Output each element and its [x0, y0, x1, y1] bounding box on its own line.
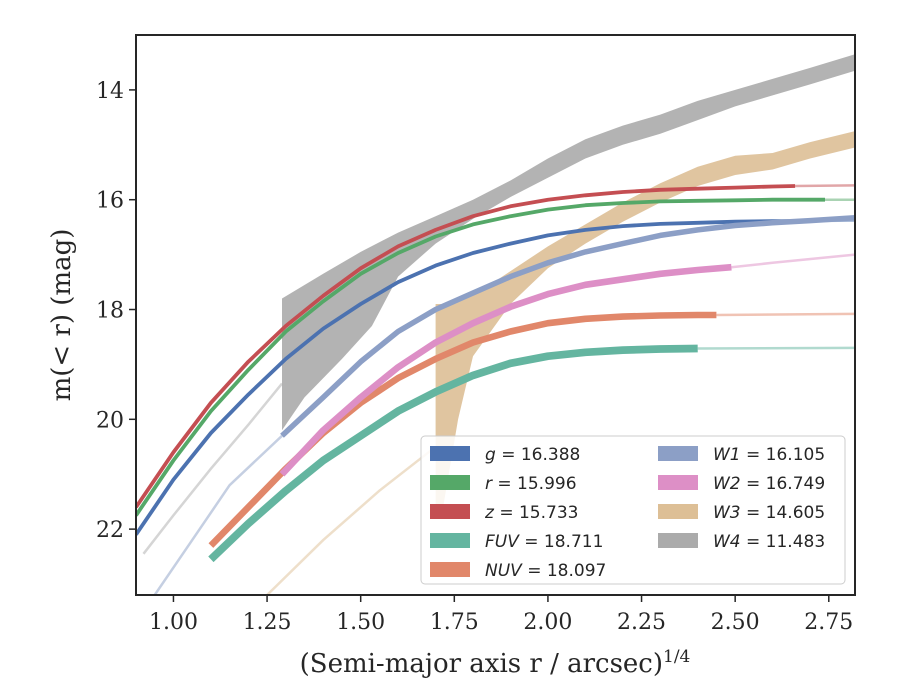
y-tick-label: 22: [96, 518, 124, 543]
series-w4-extension: [142, 382, 283, 555]
y-axis-label: m(< r) (mag): [47, 229, 77, 402]
legend-swatch: [658, 446, 698, 461]
series-fuv-line: [208, 344, 698, 563]
legend-label: NUV = 18.097: [485, 561, 606, 581]
x-tick-label: 1.00: [149, 610, 198, 635]
series-nuv-extension: [716, 312, 855, 317]
series-w2-line: [279, 263, 732, 477]
legend-swatch: [658, 504, 698, 519]
x-tick-label: 2.50: [711, 610, 760, 635]
series-w1-extension: [153, 434, 283, 595]
series-g-line: [136, 219, 792, 536]
x-axis: 1.00 1.25 1.50 1.75 2.00 2.25 2.50 2.75: [149, 595, 853, 635]
x-tick-label: 2.00: [523, 610, 572, 635]
y-tick-label: 20: [96, 408, 124, 433]
series-w3-band: [435, 131, 855, 508]
legend-swatch: [658, 475, 698, 490]
legend: g = 16.388 r = 15.996 z = 15.733 FUV = 18.7…: [420, 435, 846, 585]
x-tick-label: 1.25: [243, 610, 292, 635]
series-w4-band: [282, 54, 855, 431]
y-axis: 14 16 18 20 22: [96, 79, 136, 543]
legend-swatch: [430, 504, 470, 519]
legend-label: W2 = 16.749: [713, 474, 825, 494]
x-tick-label: 1.50: [336, 610, 385, 635]
series-z-line: [136, 184, 796, 509]
series-fuv-extension: [697, 346, 855, 350]
series-w2-extension: [731, 253, 855, 269]
series-z-extension: [795, 184, 855, 188]
legend-label: W4 = 11.483: [713, 532, 825, 552]
plot-area: [136, 54, 855, 595]
y-tick-label: 16: [96, 189, 124, 214]
legend-label: W1 = 16.105: [713, 445, 825, 465]
legend-label: FUV = 18.711: [485, 532, 603, 552]
x-tick-label: 1.75: [430, 610, 479, 635]
y-tick-label: 14: [96, 79, 124, 104]
x-tick-label: 2.25: [617, 610, 666, 635]
x-axis-label-text: (Semi-major axis r / arcsec): [300, 649, 663, 679]
legend-label: W3 = 14.605: [713, 503, 825, 523]
series-r-line: [136, 197, 825, 517]
legend-swatch: [430, 562, 470, 577]
legend-label: z = 15.733: [484, 503, 578, 523]
series-w3-extension: [266, 445, 437, 595]
legend-box: [420, 435, 846, 585]
legend-swatch: [658, 533, 698, 548]
legend-label: g = 16.388: [485, 445, 580, 465]
y-tick-label: 18: [96, 299, 124, 324]
legend-swatch: [430, 533, 470, 548]
series-w1-line: [280, 215, 855, 438]
x-axis-label: (Semi-major axis r / arcsec)1/4: [300, 647, 691, 679]
x-axis-label-superscript: 1/4: [663, 647, 690, 667]
legend-label: r = 15.996: [485, 474, 577, 494]
legend-swatch: [430, 446, 470, 461]
legend-swatch: [430, 475, 470, 490]
x-tick-label: 2.75: [804, 610, 853, 635]
plot-frame: [135, 34, 856, 596]
